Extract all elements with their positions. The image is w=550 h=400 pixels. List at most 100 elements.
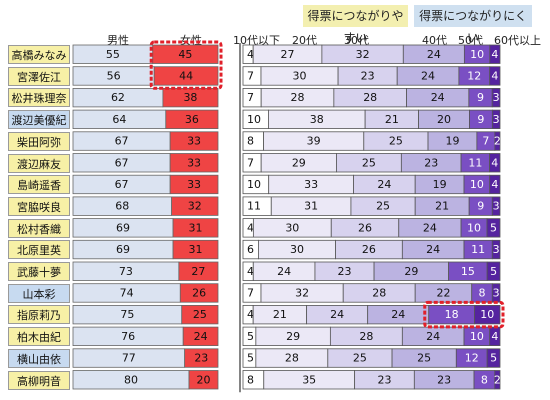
label-age-segment: 21: [385, 113, 399, 126]
label-age-segment: 27: [281, 48, 295, 61]
member-name: 高橋みなみ: [8, 45, 70, 64]
member-name: 渡辺麻友: [8, 153, 70, 173]
label-age-segment: 15: [461, 265, 475, 278]
label-female: 33: [187, 135, 201, 148]
label-male: 55: [106, 48, 120, 61]
label-male: 67: [115, 135, 129, 148]
label-age-segment: 25: [353, 352, 367, 365]
member-name: 宮脇咲良: [8, 196, 70, 216]
bar-age-segment: [494, 370, 501, 390]
bar-female: [184, 348, 219, 368]
label-age-segment: 24: [391, 308, 405, 321]
bar-female: [152, 44, 219, 64]
member-name: 横山由依: [8, 348, 70, 368]
member-name: 松村香織: [8, 218, 70, 238]
label-age-segment: 10: [480, 308, 494, 321]
bar-female: [182, 326, 219, 347]
bar-female: [153, 66, 219, 86]
label-male: 69: [116, 243, 130, 256]
label-age-segment: 25: [362, 156, 376, 169]
label-age-segment: 23: [424, 156, 438, 169]
label-age-segment: 8: [247, 135, 254, 148]
bar-female: [181, 304, 219, 325]
highlight-box-female: [149, 40, 223, 90]
label-age-segment: 8: [247, 373, 254, 386]
label-age-segment: 7: [247, 69, 254, 82]
bar-age-segment: [491, 109, 501, 129]
legend-badge-easy: 得票につながりやすい: [303, 5, 408, 45]
label-age-segment: 24: [427, 48, 441, 61]
label-age-segment: 5: [490, 265, 497, 278]
label-age-segment: 24: [421, 69, 435, 82]
label-age-segment: 4: [247, 308, 254, 321]
label-age-segment: 28: [372, 286, 386, 299]
label-age-segment: 29: [286, 330, 300, 343]
bar-female: [172, 239, 219, 260]
member-name: 山本彩: [8, 283, 70, 303]
label-age-segment: 2: [494, 135, 501, 148]
label-age-segment: 21: [273, 308, 287, 321]
label-age-segment: 31: [304, 200, 318, 213]
label-age-segment: 21: [435, 200, 449, 213]
label-age-segment: 3: [493, 200, 500, 213]
label-age-segment: 28: [363, 91, 377, 104]
label-age-segment: 7: [247, 91, 254, 104]
label-age-segment: 25: [376, 200, 390, 213]
header-age-20s: 20代: [292, 34, 317, 47]
label-age-segment: 3: [493, 91, 500, 104]
label-male: 77: [122, 352, 136, 365]
label-female: 44: [179, 69, 193, 82]
member-name: 武藤十夢: [8, 262, 70, 281]
label-age-segment: 25: [417, 352, 431, 365]
label-age-segment: 18: [445, 308, 459, 321]
label-age-segment: 8: [481, 373, 488, 386]
label-age-segment: 23: [437, 373, 451, 386]
label-male: 67: [115, 156, 129, 169]
legend-badge-hard: 得票につながりにくい: [414, 5, 532, 45]
member-name: 島崎遥香: [8, 175, 70, 195]
bar-age-segment: [474, 304, 501, 325]
bar-female: [169, 131, 219, 151]
label-age-segment: 19: [445, 135, 459, 148]
label-female: 26: [192, 286, 206, 299]
label-age-segment: 20: [437, 113, 451, 126]
label-age-segment: 4: [247, 221, 254, 234]
label-male: 74: [120, 286, 134, 299]
label-age-segment: 28: [291, 91, 305, 104]
label-age-segment: 32: [295, 286, 309, 299]
bar-age-segment: [486, 218, 501, 238]
label-age-segment: 23: [338, 265, 352, 278]
label-age-segment: 25: [389, 135, 403, 148]
bar-female: [178, 261, 219, 281]
label-male: 73: [119, 265, 133, 278]
label-female: 24: [194, 330, 208, 343]
member-name: 高柳明音: [8, 370, 70, 390]
label-age-segment: 9: [477, 200, 484, 213]
label-age-segment: 28: [359, 330, 373, 343]
label-age-segment: 5: [490, 221, 497, 234]
bar-female: [165, 109, 219, 129]
label-age-segment: 10: [247, 178, 261, 191]
label-age-segment: 38: [310, 113, 324, 126]
label-age-segment: 11: [247, 200, 261, 213]
label-age-segment: 7: [247, 286, 254, 299]
label-age-segment: 3: [493, 243, 500, 256]
bar-age-segment: [489, 66, 501, 86]
label-age-segment: 7: [247, 156, 254, 169]
bar-age-segment: [494, 131, 501, 151]
label-male: 76: [121, 330, 135, 343]
label-female: 31: [189, 243, 203, 256]
label-female: 27: [191, 265, 205, 278]
header-age-30s: 30代: [344, 34, 369, 47]
label-female: 45: [178, 48, 192, 61]
member-name: 宮澤佐江: [8, 66, 70, 86]
label-age-segment: 10: [470, 330, 484, 343]
label-age-segment: 4: [491, 178, 498, 191]
member-name: 渡辺美優紀: [8, 110, 70, 130]
bar-female: [172, 218, 219, 238]
label-female: 23: [194, 352, 208, 365]
label-age-segment: 3: [493, 113, 500, 126]
label-age-segment: 24: [277, 265, 291, 278]
bar-age-segment: [489, 174, 501, 195]
